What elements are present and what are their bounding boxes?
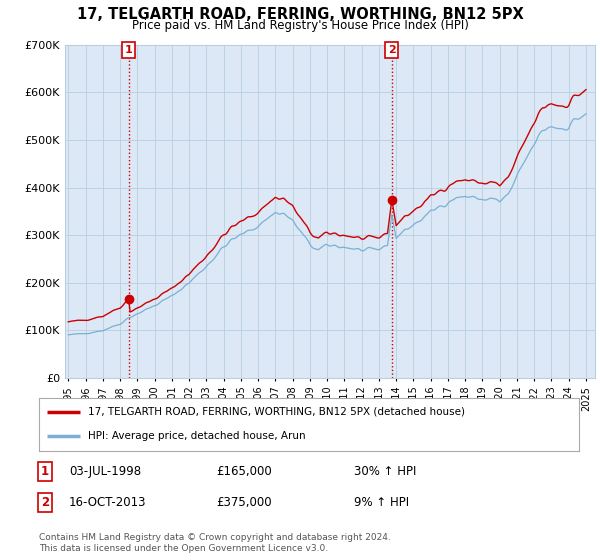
Text: Contains HM Land Registry data © Crown copyright and database right 2024.
This d: Contains HM Land Registry data © Crown c… (39, 533, 391, 553)
Text: 17, TELGARTH ROAD, FERRING, WORTHING, BN12 5PX: 17, TELGARTH ROAD, FERRING, WORTHING, BN… (77, 7, 523, 22)
Text: 1: 1 (125, 45, 133, 55)
Text: Price paid vs. HM Land Registry's House Price Index (HPI): Price paid vs. HM Land Registry's House … (131, 19, 469, 32)
Text: 2: 2 (388, 45, 396, 55)
Text: 30% ↑ HPI: 30% ↑ HPI (354, 465, 416, 478)
Text: 03-JUL-1998: 03-JUL-1998 (69, 465, 141, 478)
Text: HPI: Average price, detached house, Arun: HPI: Average price, detached house, Arun (88, 431, 305, 441)
Text: 17, TELGARTH ROAD, FERRING, WORTHING, BN12 5PX (detached house): 17, TELGARTH ROAD, FERRING, WORTHING, BN… (88, 407, 464, 417)
Text: 9% ↑ HPI: 9% ↑ HPI (354, 496, 409, 509)
Text: £375,000: £375,000 (216, 496, 272, 509)
Text: 1: 1 (41, 465, 49, 478)
Text: 2: 2 (41, 496, 49, 509)
Text: 16-OCT-2013: 16-OCT-2013 (69, 496, 146, 509)
Text: £165,000: £165,000 (216, 465, 272, 478)
